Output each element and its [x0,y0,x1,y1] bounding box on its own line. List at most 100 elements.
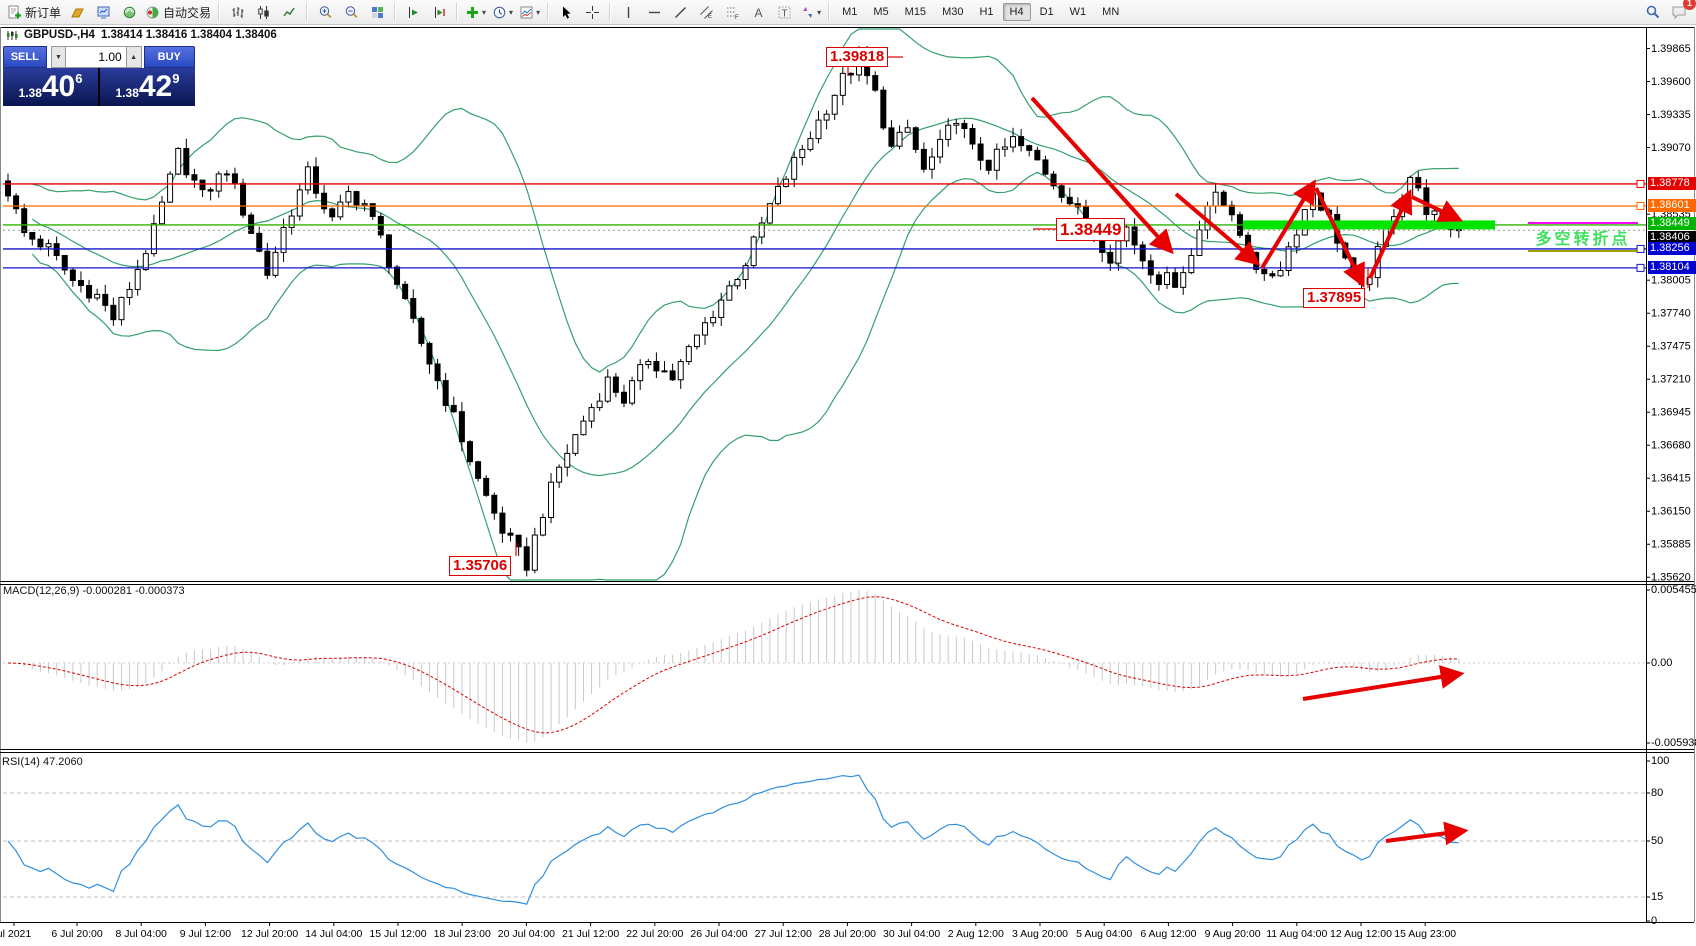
volume-input[interactable]: 1.00 [66,46,126,68]
new-order-button[interactable]: 新订单 [4,1,64,23]
chat-button[interactable]: 1 [1666,0,1696,23]
svg-text:8 Jul 04:00: 8 Jul 04:00 [116,928,168,940]
equidistant-channel-button[interactable]: E [693,1,719,23]
market-watch-icon [97,6,110,18]
symbol-period: GBPUSD-,H4 [24,29,95,41]
volume-decrease-button[interactable]: ▼ [50,46,67,68]
volume-increase-button[interactable]: ▲ [125,46,142,68]
svg-text:1.38005: 1.38005 [1651,275,1691,287]
auto-scroll-button[interactable] [400,1,426,23]
timeframe-m1[interactable]: M1 [842,6,858,18]
red-arrow[interactable] [1368,188,1413,279]
svg-text:15: 15 [1651,891,1663,903]
svg-text:5 Aug 04:00: 5 Aug 04:00 [1076,928,1132,940]
svg-text:F: F [735,15,739,20]
trend-arrows[interactable] [1030,96,1469,846]
svg-text:27 Jul 12:00: 27 Jul 12:00 [755,928,812,940]
text-label-button[interactable]: T [771,1,797,23]
timeframe-d1[interactable]: D1 [1039,6,1054,18]
bar-chart-button[interactable] [224,1,250,23]
red-arrow[interactable] [1314,187,1365,289]
svg-text:3 Aug 20:00: 3 Aug 20:00 [1012,928,1068,940]
vertical-line-button[interactable] [615,1,641,23]
buy-button[interactable]: BUY [143,46,195,68]
timeframe-w1[interactable]: W1 [1069,6,1087,18]
rsi-label: RSI(14) 47.2060 [2,756,83,768]
toolbar-separator [456,3,459,21]
svg-text:30 Jul 04:00: 30 Jul 04:00 [883,928,940,940]
svg-text:20 Jul 04:00: 20 Jul 04:00 [498,928,555,940]
line-chart-button[interactable] [276,1,302,23]
indicators-button[interactable]: ▾ [462,1,489,23]
autotrading-button[interactable]: 自动交易 [142,1,214,23]
chevron-down-icon: ▾ [817,7,822,17]
toolbar-separator [828,3,831,21]
svg-text:0.00: 0.00 [1651,657,1672,669]
red-arrow[interactable] [1030,96,1174,255]
red-arrow[interactable] [1411,195,1464,222]
timeframe-h1[interactable]: H1 [979,6,994,18]
chart-shift-button[interactable] [426,1,452,23]
svg-text:0.005455: 0.005455 [1651,584,1696,596]
timeframe-m5[interactable]: M5 [873,6,889,18]
hline-axis-marker[interactable] [1636,263,1645,272]
hline-axis-marker[interactable] [1636,201,1645,210]
fibonacci-button[interactable]: F [719,1,745,23]
svg-text:21 Jul 12:00: 21 Jul 12:00 [562,928,619,940]
profiles-button[interactable] [64,1,90,23]
notification-badge: 1 [1683,0,1696,10]
annotation-pivot-1-38449[interactable]: 1.38449 [1056,218,1126,241]
svg-text:1.39070: 1.39070 [1651,142,1691,154]
zoom-out-button[interactable] [338,1,364,23]
timeframe-m30[interactable]: M30 [942,6,964,18]
macd-label: MACD(12,26,9) -0.000281 -0.000373 [3,585,185,597]
timeframe-m15[interactable]: M15 [904,6,927,18]
axis-chip-level: 1.38601 [1648,199,1696,212]
text-button[interactable]: A [745,1,771,23]
signals-button[interactable] [116,1,142,23]
autotrading-icon [146,6,159,18]
periods-button[interactable]: ▾ [489,1,516,23]
cursor-icon [562,6,571,19]
cursor-button[interactable] [553,1,579,23]
horizontal-line-objects[interactable] [3,56,1646,556]
horizontal-line-button[interactable] [641,1,667,23]
zoom-in-button[interactable] [312,1,338,23]
crosshair-button[interactable] [579,1,605,23]
macd-signal-line [7,596,1459,734]
candlestick-chart-button[interactable] [250,1,276,23]
svg-text:50: 50 [1651,835,1663,847]
search-button[interactable] [1640,1,1666,23]
timeframe-h4[interactable]: H4 [1002,3,1031,21]
timeframe-mn[interactable]: MN [1102,6,1120,18]
red-arrow[interactable] [1174,192,1261,266]
tile-windows-button[interactable] [364,1,390,23]
fibonacci-icon: F [726,7,739,20]
tile-windows-icon [371,6,383,18]
axis-chip-pivot: 1.38449 [1648,217,1696,230]
hline-axis-marker[interactable] [1636,244,1645,253]
templates-button[interactable]: ▾ [516,1,543,23]
toolbar-separator [394,3,397,21]
turning-point-zone-label[interactable]: 多空转折点 [1528,222,1638,252]
red-arrow[interactable] [1385,821,1469,846]
chevron-down-icon: ▾ [536,7,541,17]
support-band[interactable] [1243,220,1495,230]
annotation-low-1-37895[interactable]: 1.37895 [1303,288,1366,308]
svg-text:1.35885: 1.35885 [1651,539,1691,551]
red-arrow[interactable] [1260,179,1316,270]
red-arrow[interactable] [1302,665,1465,701]
sell-button[interactable]: SELL [3,46,47,68]
buy-price[interactable]: 1.38 42 9 [100,68,195,106]
arrows-button[interactable]: ▾ [797,1,824,23]
svg-text:6 Aug 12:00: 6 Aug 12:00 [1140,928,1196,940]
market-watch-button[interactable] [90,1,116,23]
buy-price-big: 42 [138,70,173,103]
trendline-button[interactable] [667,1,693,23]
bar-chart-icon [232,6,244,18]
hline-axis-marker[interactable] [1636,179,1645,188]
annotation-low-1-35706[interactable]: 1.35706 [449,556,512,576]
sell-price[interactable]: 1.38 40 6 [3,68,98,106]
annotation-high-1-39818[interactable]: 1.39818 [826,47,889,67]
